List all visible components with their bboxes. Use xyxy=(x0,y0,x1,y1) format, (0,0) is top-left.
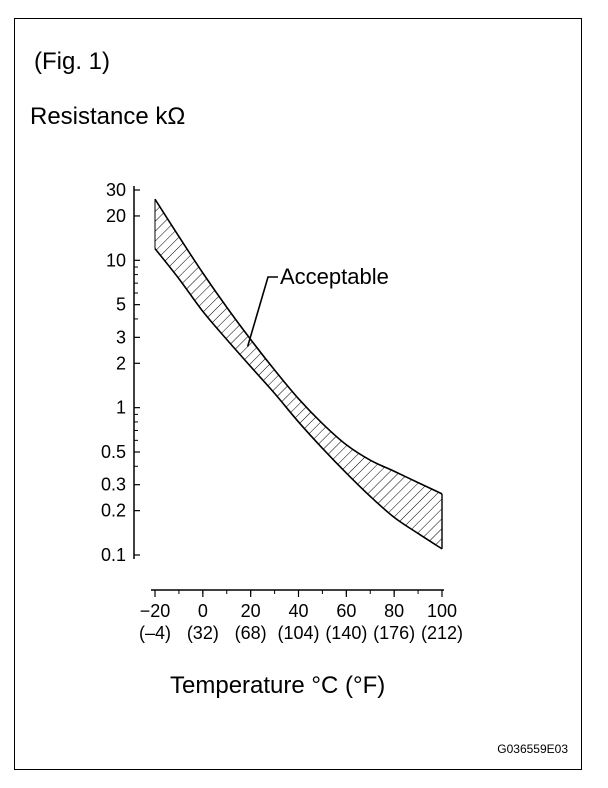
y-tick-label: 0.1 xyxy=(101,545,126,565)
y-tick-label: 20 xyxy=(106,206,126,226)
x-tick-label-f: (32) xyxy=(187,623,219,643)
upper-bound-line xyxy=(154,198,443,495)
x-tick-label-f: (212) xyxy=(421,623,463,643)
figure-frame xyxy=(14,18,582,770)
y-tick-label: 3 xyxy=(116,327,126,347)
x-tick-label: −20 xyxy=(140,601,171,621)
y-tick-label: 30 xyxy=(106,180,126,200)
x-tick-label-f: (176) xyxy=(373,623,415,643)
x-axis: −20(–4) 0(32) 20(68) 40(104) 60(140) 80(176) 1… xyxy=(139,589,463,643)
annotation-leader-line xyxy=(246,276,278,347)
x-tick-label-f: (140) xyxy=(325,623,367,643)
y-tick-label: 0.3 xyxy=(101,475,126,495)
x-tick-label: 100 xyxy=(427,601,457,621)
x-tick-label: 60 xyxy=(336,601,356,621)
y-axis: 30 20 10 5 3 2 1 0.5 0.3 0.2 0.1 xyxy=(101,180,140,565)
figure-code: G036559E03 xyxy=(497,742,568,756)
annotation: Acceptable xyxy=(246,264,389,347)
x-axis-title: Temperature °C (°F) xyxy=(170,672,386,699)
x-tick-label: 80 xyxy=(384,601,404,621)
y-tick-label: 10 xyxy=(106,250,126,270)
x-tick-label-f: (68) xyxy=(235,623,267,643)
x-tick-label: 0 xyxy=(198,601,208,621)
x-tick-label-f: (104) xyxy=(277,623,319,643)
x-tick-label-f: (–4) xyxy=(139,623,171,643)
acceptable-band xyxy=(155,199,442,549)
lower-bound-line xyxy=(154,248,443,550)
figure-label: (Fig. 1) xyxy=(34,48,111,75)
y-tick-label: 5 xyxy=(116,295,126,315)
series-area xyxy=(154,198,443,550)
annotation-label: Acceptable xyxy=(280,264,389,289)
x-tick-label: 40 xyxy=(288,601,308,621)
y-axis-title: Resistance kΩ xyxy=(30,103,186,130)
y-tick-label: 0.5 xyxy=(101,442,126,462)
y-tick-label: 2 xyxy=(116,353,126,373)
y-tick-label: 1 xyxy=(116,398,126,418)
x-tick-label: 20 xyxy=(241,601,261,621)
y-tick-label: 0.2 xyxy=(101,501,126,521)
